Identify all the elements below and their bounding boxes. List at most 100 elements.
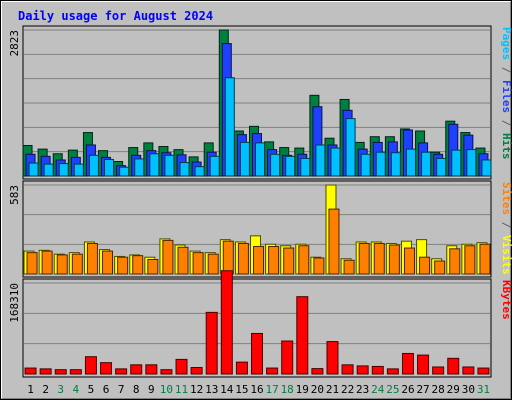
x-tick-label: 20 xyxy=(311,383,324,396)
bar-kbytes-day-25 xyxy=(386,368,399,375)
bar-kbytes-day-27 xyxy=(417,354,430,375)
bar-pages-day-8 xyxy=(134,158,145,177)
bar-sites-day-30 xyxy=(464,245,476,275)
x-tick-label: 3 xyxy=(57,383,64,396)
x-tick-label: 10 xyxy=(160,383,173,396)
bar-kbytes-day-7 xyxy=(115,368,128,375)
bar-sites-day-29 xyxy=(449,248,461,275)
bar-sites-day-7 xyxy=(117,256,129,275)
bar-sites-day-22 xyxy=(343,259,355,275)
panel-top-ymax-label: 2823 xyxy=(8,30,21,57)
bar-sites-day-14 xyxy=(222,240,234,275)
bar-kbytes-day-31 xyxy=(477,367,490,375)
x-tick-label: 13 xyxy=(205,383,218,396)
bar-pages-day-19 xyxy=(300,157,311,177)
bar-sites-day-10 xyxy=(162,239,174,275)
bar-sites-day-21 xyxy=(328,208,340,275)
x-tick-label: 7 xyxy=(118,383,125,396)
bar-pages-day-31 xyxy=(481,159,492,177)
legend-entry: Hits xyxy=(500,133,512,160)
bar-pages-day-17 xyxy=(270,153,281,177)
bar-pages-day-26 xyxy=(405,148,416,177)
bar-pages-day-16 xyxy=(255,142,265,177)
bar-sites-day-31 xyxy=(479,243,491,275)
x-tick-label: 22 xyxy=(341,383,354,396)
panel-bottom-ymax-label: 168310 xyxy=(8,283,21,323)
bar-pages-day-29 xyxy=(451,149,462,177)
bar-sites-day-28 xyxy=(434,260,446,275)
bar-pages-day-25 xyxy=(390,152,401,177)
bar-pages-day-10 xyxy=(164,154,175,177)
bar-sites-day-3 xyxy=(56,254,68,275)
panel-top-legend: Pages / Files / Hits xyxy=(500,27,512,160)
panel-bottom-legend: KBytes xyxy=(500,280,512,320)
x-tick-label: 26 xyxy=(401,383,414,396)
x-axis: 1 2 3 4 5 6 7 8 9 10 11 12 13 14 15 16 17 18 19 20 21 22 23 24 2… xyxy=(27,383,490,396)
bar-sites-day-2 xyxy=(41,250,53,275)
x-tick-label: 19 xyxy=(296,383,309,396)
x-tick-label: 6 xyxy=(103,383,110,396)
bar-kbytes-day-29 xyxy=(447,357,460,375)
bar-kbytes-day-12 xyxy=(190,367,203,375)
legend-entry: Pages xyxy=(500,27,512,60)
bar-pages-day-30 xyxy=(466,149,477,177)
panel-middle: 583 Sites / Visits xyxy=(8,180,512,278)
x-tick-label: 15 xyxy=(235,383,248,396)
bar-kbytes-day-28 xyxy=(432,366,445,375)
legend-entry: Sites xyxy=(500,182,512,215)
bar-sites-day-27 xyxy=(419,256,431,275)
bar-kbytes-day-16 xyxy=(251,332,263,375)
legend-entry: Files xyxy=(500,80,512,113)
bar-kbytes-day-18 xyxy=(281,340,294,375)
x-tick-label: 1 xyxy=(27,383,34,396)
bar-pages-day-27 xyxy=(421,151,432,177)
x-tick-label: 2 xyxy=(42,383,49,396)
bar-kbytes-day-5 xyxy=(84,356,97,375)
x-tick-label: 29 xyxy=(447,383,460,396)
bar-pages-day-15 xyxy=(239,141,250,177)
bar-kbytes-day-10 xyxy=(160,369,173,375)
bar-sites-day-9 xyxy=(147,258,159,275)
bar-pages-day-28 xyxy=(436,157,447,177)
bar-pages-day-4 xyxy=(73,163,84,177)
bar-pages-day-23 xyxy=(360,153,371,177)
bar-pages-day-5 xyxy=(88,154,99,177)
panel-middle-legend: Sites / Visits xyxy=(500,182,512,275)
x-tick-label: 18 xyxy=(281,383,294,396)
bar-sites-day-26 xyxy=(403,247,415,275)
bar-pages-day-12 xyxy=(194,166,205,177)
bar-pages-day-2 xyxy=(43,163,54,177)
legend-entry: / xyxy=(500,60,512,80)
bar-pages-day-18 xyxy=(285,155,296,177)
x-tick-label: 12 xyxy=(190,383,203,396)
bar-sites-day-23 xyxy=(358,242,370,275)
x-tick-label: 14 xyxy=(220,383,234,396)
bar-pages-day-20 xyxy=(315,144,326,177)
bar-sites-day-15 xyxy=(237,242,249,275)
bar-pages-day-24 xyxy=(375,151,386,177)
legend-entry: KBytes xyxy=(500,280,512,320)
chart-title: Daily usage for August 2024 xyxy=(18,9,213,23)
x-tick-label: 8 xyxy=(133,383,140,396)
bar-pages-day-9 xyxy=(149,153,160,177)
legend-entry: / xyxy=(500,113,512,133)
bar-kbytes-day-15 xyxy=(235,361,248,375)
x-tick-label: 27 xyxy=(416,383,429,396)
panel-bottom: 168310 KBytes xyxy=(8,270,512,378)
bar-kbytes-day-21 xyxy=(326,341,339,375)
legend-entry: / xyxy=(500,215,512,235)
bar-kbytes-day-6 xyxy=(100,362,113,375)
bar-kbytes-day-26 xyxy=(401,352,414,375)
bar-kbytes-day-1 xyxy=(24,367,37,375)
x-tick-label: 30 xyxy=(462,383,475,396)
x-tick-label: 21 xyxy=(326,383,339,396)
bar-pages-day-3 xyxy=(58,163,69,177)
x-tick-label: 11 xyxy=(175,383,188,396)
bar-kbytes-day-23 xyxy=(356,365,369,375)
bar-kbytes-day-9 xyxy=(145,364,158,375)
x-tick-label: 23 xyxy=(356,383,369,396)
bar-kbytes-day-24 xyxy=(371,365,384,375)
bar-sites-day-11 xyxy=(177,246,189,275)
x-tick-label: 9 xyxy=(148,383,155,396)
